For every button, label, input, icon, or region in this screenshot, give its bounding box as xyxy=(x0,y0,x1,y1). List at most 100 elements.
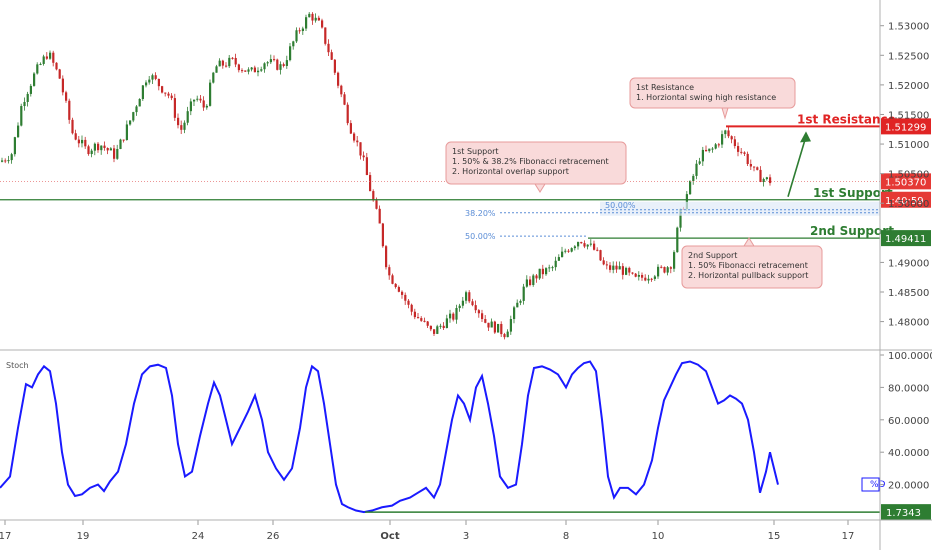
candle-body xyxy=(452,313,455,320)
candle-body xyxy=(685,194,688,210)
candle-body xyxy=(186,111,189,123)
candle-body xyxy=(77,139,80,144)
stoch-pane[interactable]: 1.7343 xyxy=(0,360,931,521)
candle-body xyxy=(164,92,167,94)
candle-body xyxy=(193,99,196,102)
fib-label: 38.20% xyxy=(465,209,496,218)
candle-body xyxy=(551,267,554,269)
candle-body xyxy=(615,265,618,270)
candle-body xyxy=(465,292,468,301)
candle-body xyxy=(199,98,202,101)
candle-body xyxy=(55,62,58,70)
candle-body xyxy=(180,125,183,130)
candle-body xyxy=(381,223,384,247)
candle-body xyxy=(228,57,231,67)
candle-body xyxy=(429,325,432,330)
stoch-level-tag-box xyxy=(881,504,931,521)
candle-body xyxy=(106,148,109,151)
candle-body xyxy=(583,243,586,247)
stoch-y-tick-label: 40.0000 xyxy=(888,448,929,459)
candle-body xyxy=(157,78,160,87)
candle-body xyxy=(138,99,141,107)
candle-body xyxy=(116,148,119,159)
x-tick-label: 17 xyxy=(842,531,855,542)
annotation-line: 1. Horziontal swing high resistance xyxy=(636,93,776,102)
candle-body xyxy=(753,166,756,168)
candle-body xyxy=(234,57,237,65)
candle-body xyxy=(129,120,132,125)
candle-body xyxy=(506,331,509,338)
candle-body xyxy=(650,278,653,280)
annotation-line: 1. 50% Fibonacci retracement xyxy=(688,261,808,270)
annotation-line: 2. Horizontal pullback support xyxy=(688,271,808,280)
x-tick-label: 24 xyxy=(192,531,205,542)
candle-body xyxy=(90,150,93,155)
candle-body xyxy=(545,268,548,275)
candle-body xyxy=(417,317,420,319)
candle-body xyxy=(241,70,244,72)
candle-body xyxy=(93,143,96,151)
candle-body xyxy=(36,64,39,74)
candle-body xyxy=(177,117,180,126)
resistance-price-tag: 1.51299 xyxy=(885,122,926,133)
candle-body xyxy=(343,94,346,105)
candle-body xyxy=(231,57,234,59)
candle-body xyxy=(45,56,48,59)
stoch-d-line[interactable] xyxy=(0,360,779,514)
candle-body xyxy=(468,292,471,302)
fib-layer: 38.20% 50.00% 50.00% xyxy=(465,201,880,241)
candle-body xyxy=(52,52,55,63)
y-tick-label: 1.49000 xyxy=(888,258,929,269)
x-tick-label: Oct xyxy=(380,531,399,542)
candle-body xyxy=(676,227,679,253)
stoch-y-tick-label: 80.0000 xyxy=(888,383,929,394)
candle-body xyxy=(721,134,724,145)
candle-body xyxy=(500,323,503,335)
candle-body xyxy=(68,100,71,120)
x-tick-label: 17 xyxy=(0,531,11,542)
price-levels[interactable]: 1st Resistance 1st Support 2nd Support 1.51… xyxy=(0,112,931,247)
y-tick-label: 1.52000 xyxy=(888,81,929,92)
candle-body xyxy=(580,242,583,244)
candle-body xyxy=(109,148,112,151)
candle-body xyxy=(525,279,528,287)
candle-body xyxy=(100,145,103,151)
candle-body xyxy=(305,17,308,29)
price-y-axis: 1.53000 1.52500 1.52000 1.51500 1.51000 1.505… xyxy=(880,22,929,329)
y-tick-label: 1.48000 xyxy=(888,318,929,329)
candle-body xyxy=(621,266,624,275)
candle-body xyxy=(13,137,16,155)
support2-price-tag-box xyxy=(881,230,931,247)
candle-body xyxy=(301,28,304,32)
candle-body xyxy=(548,267,551,269)
candle-body xyxy=(103,145,106,149)
resistance-price-tag-box xyxy=(881,118,931,135)
x-tick-label: 15 xyxy=(768,531,781,542)
candle-body xyxy=(756,167,759,170)
candle-body xyxy=(605,264,608,266)
candle-body xyxy=(413,311,416,318)
candle-body xyxy=(289,46,292,61)
candle-body xyxy=(733,139,736,147)
candle-body xyxy=(391,275,394,284)
candle-body xyxy=(474,305,477,311)
stoch-d-label: %D xyxy=(870,480,886,490)
candle-body xyxy=(23,101,26,107)
x-tick-label: 19 xyxy=(77,531,90,542)
y-tick-label: 1.50000 xyxy=(888,199,929,210)
candle-body xyxy=(529,279,532,285)
x-tick-label: 26 xyxy=(267,531,280,542)
annotation-title: 1st Resistance xyxy=(636,83,694,92)
candle-body xyxy=(87,146,90,155)
candle-body xyxy=(516,302,519,308)
candle-body xyxy=(74,133,77,140)
price-pane[interactable]: 1st Resistance 1st Support 2nd Support 1.51… xyxy=(0,12,931,340)
candle-body xyxy=(20,106,23,126)
stoch-y-tick-label: 20.0000 xyxy=(888,481,929,492)
candle-body xyxy=(737,146,740,152)
candle-body xyxy=(455,308,458,320)
candle-body xyxy=(573,246,576,249)
